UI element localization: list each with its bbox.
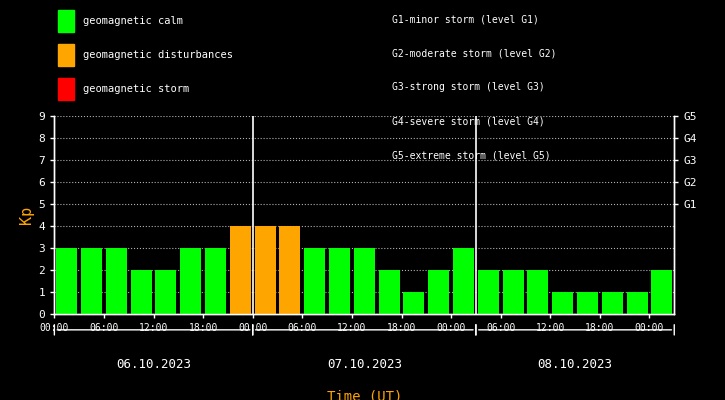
Bar <box>81 248 102 314</box>
Bar <box>155 270 176 314</box>
Bar <box>626 292 647 314</box>
Text: G4-severe storm (level G4): G4-severe storm (level G4) <box>392 116 544 126</box>
Text: geomagnetic storm: geomagnetic storm <box>83 84 189 94</box>
Bar <box>502 270 523 314</box>
Bar <box>428 270 450 314</box>
Bar <box>478 270 499 314</box>
Bar <box>254 226 276 314</box>
Text: geomagnetic disturbances: geomagnetic disturbances <box>83 50 233 60</box>
Bar <box>130 270 152 314</box>
Text: 08.10.2023: 08.10.2023 <box>537 358 613 370</box>
Text: 06.10.2023: 06.10.2023 <box>116 358 191 370</box>
Bar <box>205 248 226 314</box>
Bar <box>527 270 548 314</box>
Text: G5-extreme storm (level G5): G5-extreme storm (level G5) <box>392 150 550 160</box>
Bar <box>378 270 399 314</box>
Bar <box>279 226 300 314</box>
Bar <box>552 292 573 314</box>
Bar <box>329 248 350 314</box>
Bar <box>602 292 623 314</box>
Text: G1-minor storm (level G1): G1-minor storm (level G1) <box>392 14 539 24</box>
Bar <box>403 292 424 314</box>
Bar <box>230 226 251 314</box>
Text: 07.10.2023: 07.10.2023 <box>327 358 402 370</box>
Bar <box>181 248 202 314</box>
Y-axis label: Kp: Kp <box>20 206 34 224</box>
Bar <box>57 248 78 314</box>
Text: G3-strong storm (level G3): G3-strong storm (level G3) <box>392 82 544 92</box>
Text: G2-moderate storm (level G2): G2-moderate storm (level G2) <box>392 48 556 58</box>
Bar <box>354 248 375 314</box>
Text: geomagnetic calm: geomagnetic calm <box>83 16 183 26</box>
Bar <box>651 270 672 314</box>
Bar <box>577 292 598 314</box>
Bar <box>304 248 326 314</box>
Text: Time (UT): Time (UT) <box>327 389 402 400</box>
Bar <box>453 248 474 314</box>
Bar <box>106 248 127 314</box>
